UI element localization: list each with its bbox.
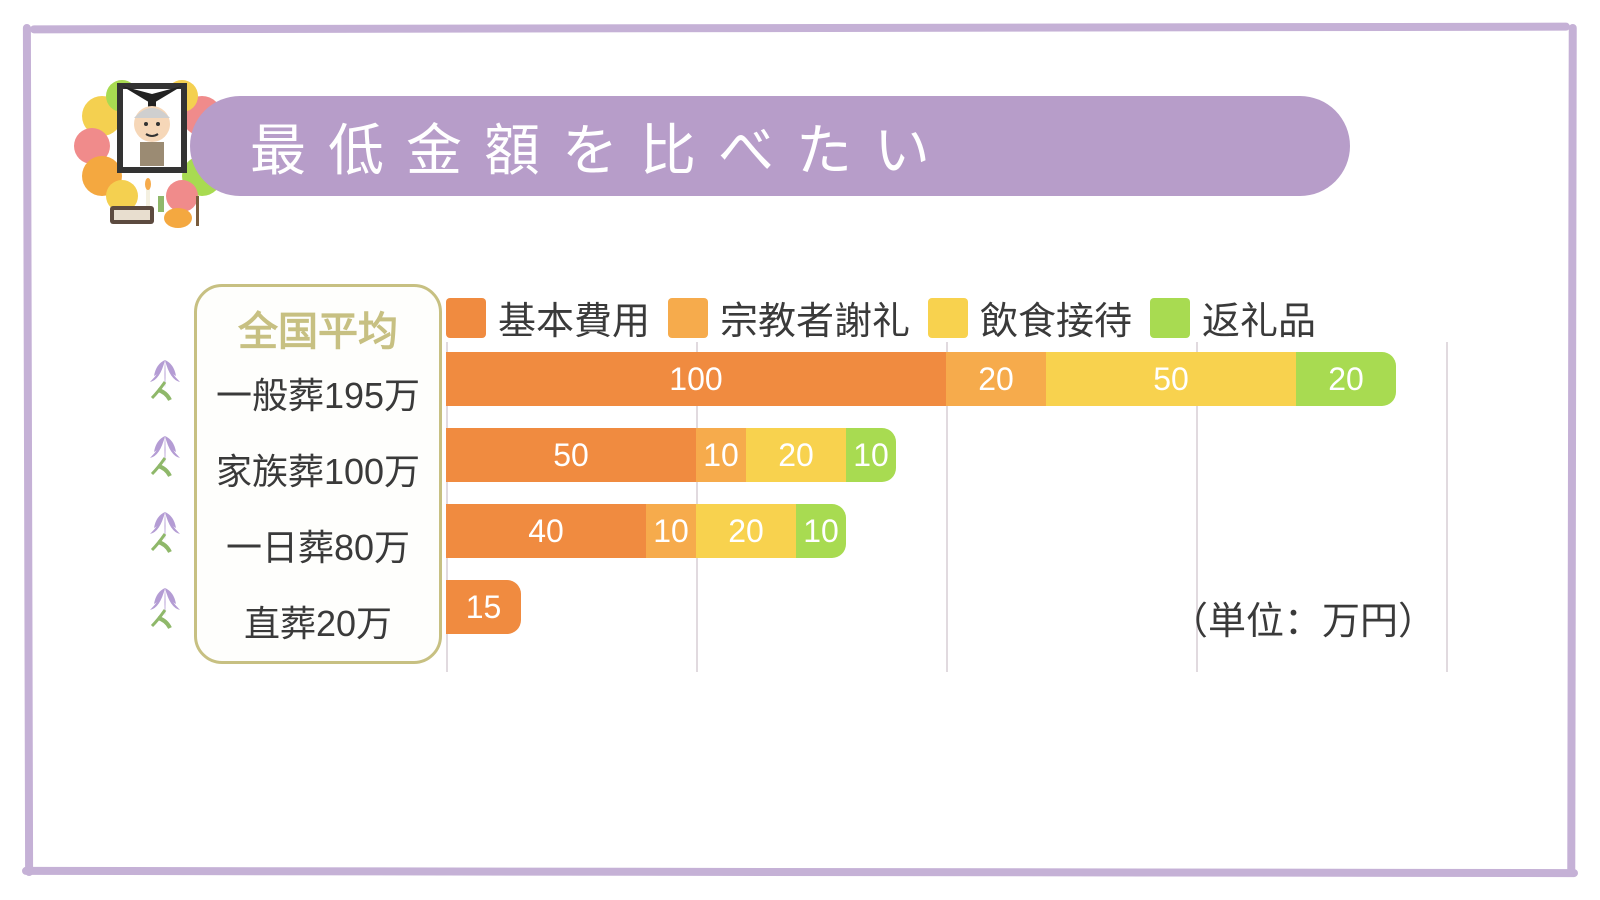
category-label: 直葬 20万 xyxy=(197,583,439,659)
bar-segment: 20 xyxy=(1296,352,1396,406)
bar-segment: 40 xyxy=(446,504,646,558)
category-name: 一日葬 xyxy=(226,519,334,571)
bar-segment: 20 xyxy=(946,352,1046,406)
category-total: 100万 xyxy=(324,443,420,495)
legend-item: 基本費用 xyxy=(446,290,650,345)
bar-segment: 20 xyxy=(696,504,796,558)
category-total: 80万 xyxy=(334,519,410,571)
page-title: 最低金額を比べたい xyxy=(250,106,952,187)
bar-segment-value: 40 xyxy=(528,513,564,550)
bar-row: 50 10 20 10 xyxy=(446,428,896,482)
bar-segment: 100 xyxy=(446,352,946,406)
category-label: 一日葬 80万 xyxy=(197,507,439,583)
bar-segment: 50 xyxy=(1046,352,1296,406)
cost-comparison-chart: 基本費用 宗教者謝礼 飲食接待 返礼品 全国平均 一般葬 xyxy=(140,290,1490,790)
bar-segment-value: 100 xyxy=(669,361,722,398)
legend-label: 返礼品 xyxy=(1202,290,1316,345)
legend-swatch xyxy=(668,298,708,338)
legend-swatch xyxy=(928,298,968,338)
category-label: 家族葬 100万 xyxy=(197,431,439,507)
bar-segment: 10 xyxy=(696,428,746,482)
legend-swatch xyxy=(446,298,486,338)
category-total: 195万 xyxy=(324,367,420,419)
legend-item: 宗教者謝礼 xyxy=(668,290,910,345)
bar-segment-value: 20 xyxy=(1328,361,1364,398)
frame-border-right xyxy=(1567,24,1576,876)
bar-segment-value: 20 xyxy=(778,437,814,474)
bar-segment-value: 10 xyxy=(653,513,689,550)
bar-segment-value: 10 xyxy=(703,437,739,474)
bar-segment: 20 xyxy=(746,428,846,482)
bar-segment-value: 20 xyxy=(978,361,1014,398)
category-name: 家族葬 xyxy=(216,443,324,495)
gridline xyxy=(1446,342,1448,672)
title-ribbon: 最低金額を比べたい xyxy=(190,96,1350,196)
lily-icon xyxy=(140,428,190,478)
legend-item: 飲食接待 xyxy=(928,290,1132,345)
frame-border-left xyxy=(23,24,33,876)
bar-segment-value: 10 xyxy=(803,513,839,550)
frame-border-top xyxy=(30,23,1570,34)
category-box-title: 全国平均 xyxy=(197,299,439,357)
legend-label: 基本費用 xyxy=(498,290,650,345)
lily-icon xyxy=(140,504,190,554)
bar-row: 40 10 20 10 xyxy=(446,504,846,558)
chart-legend: 基本費用 宗教者謝礼 飲食接待 返礼品 xyxy=(446,290,1316,345)
legend-label: 飲食接待 xyxy=(980,290,1132,345)
bar-row: 15 xyxy=(446,580,521,634)
bar-segment-value: 50 xyxy=(1153,361,1189,398)
category-label-box: 全国平均 一般葬 195万家族葬 100万一日葬 80万直葬 20万 xyxy=(194,284,442,664)
bar-segment-value: 10 xyxy=(853,437,889,474)
bar-segment-value: 15 xyxy=(466,589,502,626)
legend-swatch xyxy=(1150,298,1190,338)
bar-segment-value: 20 xyxy=(728,513,764,550)
legend-label: 宗教者謝礼 xyxy=(720,290,910,345)
category-name: 一般葬 xyxy=(216,367,324,419)
unit-label: （単位：万円） xyxy=(1170,590,1436,645)
frame-border-bottom xyxy=(22,867,1578,877)
legend-item: 返礼品 xyxy=(1150,290,1316,345)
bar-segment: 10 xyxy=(846,428,896,482)
lily-icon-column xyxy=(140,352,194,656)
bar-row: 100 20 50 20 xyxy=(446,352,1396,406)
lily-icon xyxy=(140,580,190,630)
category-label: 一般葬 195万 xyxy=(197,355,439,431)
lily-icon xyxy=(140,352,190,402)
category-total: 20万 xyxy=(316,595,392,647)
bar-segment: 15 xyxy=(446,580,521,634)
bar-segment-value: 50 xyxy=(553,437,589,474)
bar-segment: 10 xyxy=(796,504,846,558)
category-name: 直葬 xyxy=(244,595,316,647)
bar-segment: 50 xyxy=(446,428,696,482)
bar-segment: 10 xyxy=(646,504,696,558)
